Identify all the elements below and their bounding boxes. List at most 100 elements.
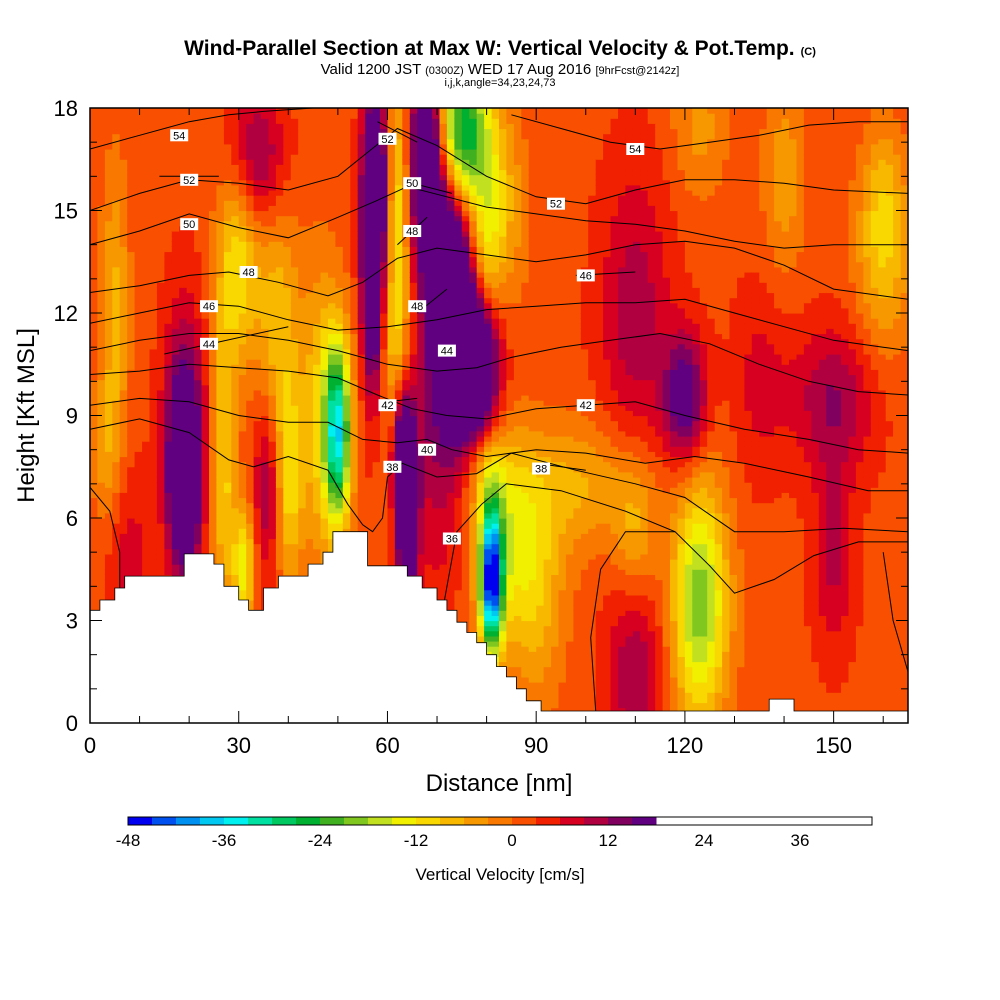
heatmap-cell xyxy=(372,149,381,155)
heatmap-cell xyxy=(261,123,269,130)
heatmap-cell xyxy=(394,487,403,493)
heatmap-cell xyxy=(142,528,151,534)
heatmap-cell xyxy=(298,113,307,119)
heatmap-cell xyxy=(342,149,351,155)
heatmap-cell xyxy=(283,297,292,304)
heatmap-cell xyxy=(238,553,247,560)
heatmap-cell xyxy=(372,559,381,565)
heatmap-cell xyxy=(231,502,240,509)
heatmap-cell xyxy=(357,123,366,130)
heatmap-cell xyxy=(350,364,359,370)
heatmap-cell xyxy=(216,241,225,247)
heatmap-cell xyxy=(209,215,217,222)
heatmap-cell xyxy=(305,502,314,509)
heatmap-cell xyxy=(186,277,195,283)
heatmap-cell xyxy=(350,220,359,227)
heatmap-cell xyxy=(320,128,329,135)
heatmap-cell xyxy=(164,518,173,524)
heatmap-cell xyxy=(104,246,113,253)
heatmap-cell xyxy=(313,205,322,212)
heatmap-cell xyxy=(394,507,403,514)
heatmap-cell xyxy=(201,205,210,212)
heatmap-cell xyxy=(305,113,314,119)
heatmap-cell xyxy=(209,169,217,176)
heatmap-cell xyxy=(253,313,262,319)
heatmap-cell xyxy=(223,446,232,452)
heatmap-cell xyxy=(134,318,143,324)
heatmap-cell xyxy=(112,333,121,340)
heatmap-cell xyxy=(149,543,158,550)
heatmap-cell xyxy=(238,436,247,442)
heatmap-cell xyxy=(231,420,240,427)
heatmap-cell xyxy=(253,584,262,591)
heatmap-cell xyxy=(127,277,136,283)
heatmap-cell xyxy=(290,400,299,406)
heatmap-cell xyxy=(156,266,165,273)
heatmap-cell xyxy=(90,492,98,499)
heatmap-cell xyxy=(350,256,359,263)
heatmap-cell xyxy=(149,282,158,288)
heatmap-cell xyxy=(350,446,359,452)
heatmap-cell xyxy=(380,518,388,524)
heatmap-cell xyxy=(350,379,359,386)
heatmap-cell xyxy=(335,333,344,340)
heatmap-cell xyxy=(387,149,396,155)
heatmap-cell xyxy=(261,441,269,447)
heatmap-cell xyxy=(171,487,180,493)
heatmap-cell xyxy=(342,154,351,160)
heatmap-cell xyxy=(261,236,269,242)
heatmap-cell xyxy=(164,477,173,483)
heatmap-cell xyxy=(223,123,232,130)
heatmap-cell xyxy=(342,441,351,447)
heatmap-cell xyxy=(127,359,136,365)
heatmap-cell xyxy=(223,241,232,247)
heatmap-cell xyxy=(231,338,240,345)
heatmap-cell xyxy=(134,425,143,432)
heatmap-cell xyxy=(387,348,396,355)
heatmap-cell xyxy=(112,395,121,401)
heatmap-cell xyxy=(328,456,336,463)
heatmap-cell xyxy=(90,441,98,447)
heatmap-cell xyxy=(275,118,284,124)
heatmap-cell xyxy=(112,400,121,406)
heatmap-cell xyxy=(119,184,128,191)
heatmap-cell xyxy=(290,533,299,540)
heatmap-cell xyxy=(164,184,173,191)
heatmap-cell xyxy=(186,138,195,145)
heatmap-cell xyxy=(283,364,292,370)
heatmap-cell xyxy=(119,292,128,299)
heatmap-cell xyxy=(209,354,217,360)
heatmap-cell xyxy=(246,292,255,299)
heatmap-cell xyxy=(275,272,284,278)
heatmap-cell xyxy=(194,420,203,427)
heatmap-cell xyxy=(186,246,195,253)
heatmap-cell xyxy=(275,328,284,335)
heatmap-cell xyxy=(134,133,143,140)
heatmap-cell xyxy=(246,569,255,575)
heatmap-cell xyxy=(365,507,374,514)
heatmap-cell xyxy=(223,543,232,550)
heatmap-cell xyxy=(171,261,180,268)
heatmap-cell xyxy=(156,374,165,381)
heatmap-cell xyxy=(171,338,180,345)
heatmap-cell xyxy=(320,323,329,329)
heatmap-cell xyxy=(305,241,314,247)
heatmap-cell xyxy=(127,282,136,288)
heatmap-cell xyxy=(283,154,292,160)
heatmap-cell xyxy=(387,482,396,488)
heatmap-cell xyxy=(380,451,388,458)
heatmap-cell xyxy=(275,225,284,232)
heatmap-cell xyxy=(275,159,284,165)
heatmap-cell xyxy=(298,502,307,509)
heatmap-cell xyxy=(365,348,374,355)
heatmap-cell xyxy=(171,282,180,288)
heatmap-cell xyxy=(387,441,396,447)
heatmap-cell xyxy=(372,236,381,242)
heatmap-cell xyxy=(290,538,299,545)
heatmap-cell xyxy=(372,384,381,391)
heatmap-cell xyxy=(298,533,307,540)
heatmap-cell xyxy=(335,174,344,181)
heatmap-cell xyxy=(127,487,136,493)
heatmap-cell xyxy=(238,364,247,370)
heatmap-cell xyxy=(261,313,269,319)
